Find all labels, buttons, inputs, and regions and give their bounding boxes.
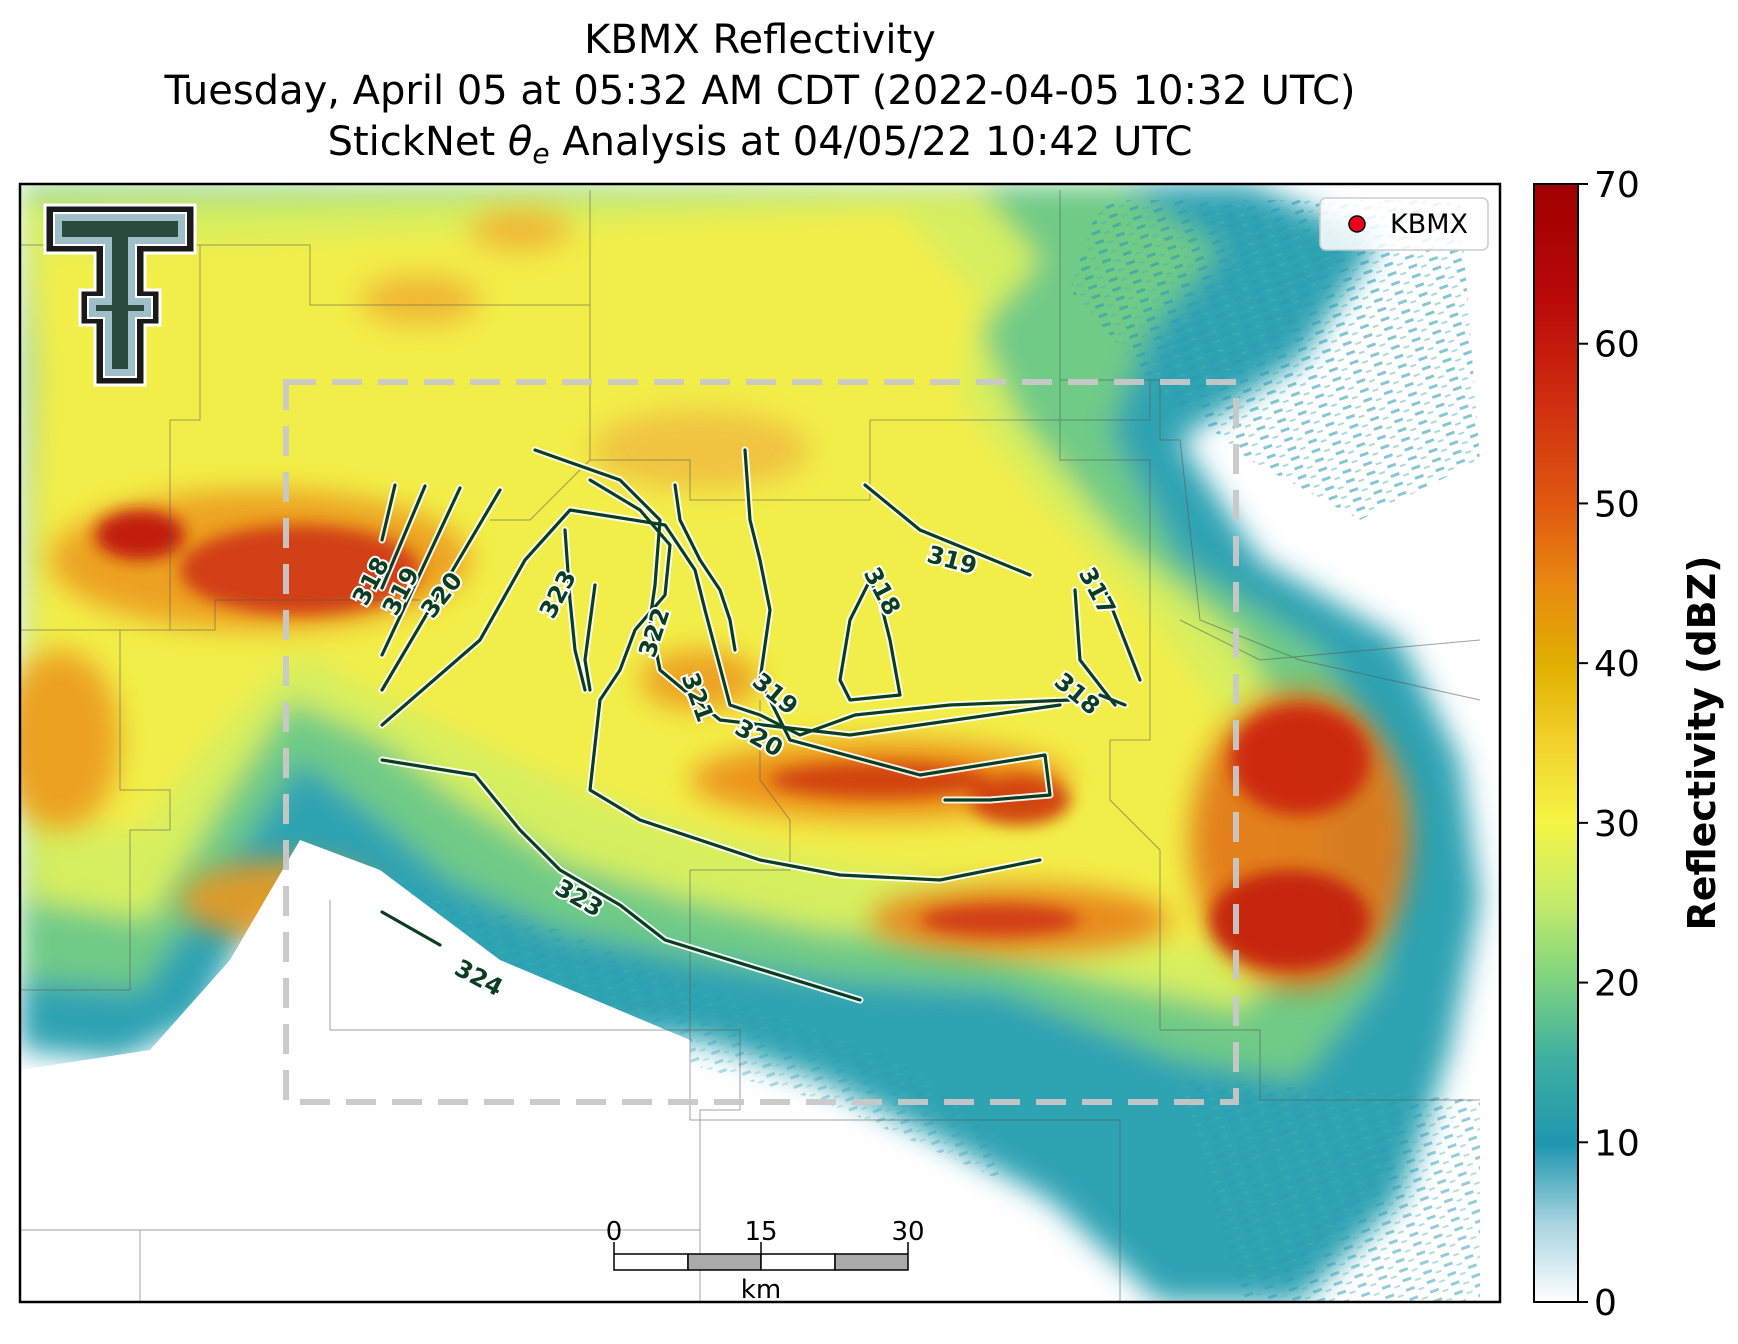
theta-symbol: θ [508,119,532,165]
contour-323-inner-b [583,583,597,692]
legend-box [1319,197,1489,251]
contour-318 [380,483,397,542]
contour-321-central [673,483,737,652]
contour-324 [380,910,442,947]
texas-tech-double-t-logo [43,203,197,387]
colorbar-tick-label: 20 [1594,964,1640,1005]
scale-bar: 0 15 30 km [606,1217,925,1305]
legend-marker [1348,215,1366,233]
title-line-1: KBMX Reflectivity [584,17,936,63]
scale-segment [760,1253,836,1271]
title-line-3-suffix: Analysis at 04/05/22 10:42 UTC [550,119,1193,165]
figure-title: KBMX Reflectivity Tuesday, April 05 at 0… [164,17,1356,170]
title-line-2: Tuesday, April 05 at 05:32 AM CDT (2022-… [164,68,1356,114]
scale-segment [834,1253,909,1271]
contour-322 [588,478,1042,882]
map-frame [18,182,1502,1304]
colorbar-tick-label: 0 [1594,1283,1617,1324]
contour-319-east [743,448,1052,802]
contour-321-west [380,488,502,692]
contour-323-south [380,758,862,1002]
scale-unit: km [741,1275,781,1305]
colorbar-ticks: 0 10 20 30 40 50 60 70 [1578,165,1640,1324]
colorbar-tick-label: 60 [1594,325,1640,366]
radar-map: 318 319 320 323 322 321 319 320 318 319 … [20,184,1500,1305]
scale-tick-label: 15 [744,1217,777,1247]
contour-317-tail [1098,693,1127,707]
scale-segment [613,1253,689,1271]
contour-318-closed [838,578,902,702]
colorbar-ramp [1533,183,1579,1303]
scale-tick-label: 30 [891,1217,924,1247]
contour-320-east [533,448,1062,737]
title-line-3-prefix: StickNet [328,119,508,165]
colorbar-tick-label: 30 [1594,804,1640,845]
colorbar-tick-label: 40 [1594,644,1640,685]
contour-319 [380,484,427,590]
colorbar: 0 10 20 30 40 50 60 70 Reflectivity (dBZ) [1533,165,1724,1324]
title-line-3: StickNet θe Analysis at 04/05/22 10:42 U… [328,119,1193,170]
colorbar-tick-label: 50 [1594,484,1640,525]
legend-label: KBMX [1390,209,1468,240]
colorbar-label: Reflectivity (dBZ) [1680,555,1724,930]
scale-tick-label: 0 [606,1217,623,1247]
colorbar-tick-label: 70 [1594,165,1640,206]
contour-321 [380,508,1072,737]
contour-319-north [863,483,1032,577]
contour-323-inner-a [563,528,587,692]
analysis-domain-box [283,379,1239,1105]
scale-segment [687,1253,762,1271]
legend: KBMX [1319,197,1489,251]
colorbar-tick-label: 10 [1594,1123,1640,1164]
theta-subscript: e [532,137,549,170]
contour-320 [380,486,462,657]
contour-317 [1103,588,1142,682]
contour-318-east [1073,588,1117,707]
county-boundaries [20,190,1481,1302]
theta-e-contours [378,446,1144,1004]
